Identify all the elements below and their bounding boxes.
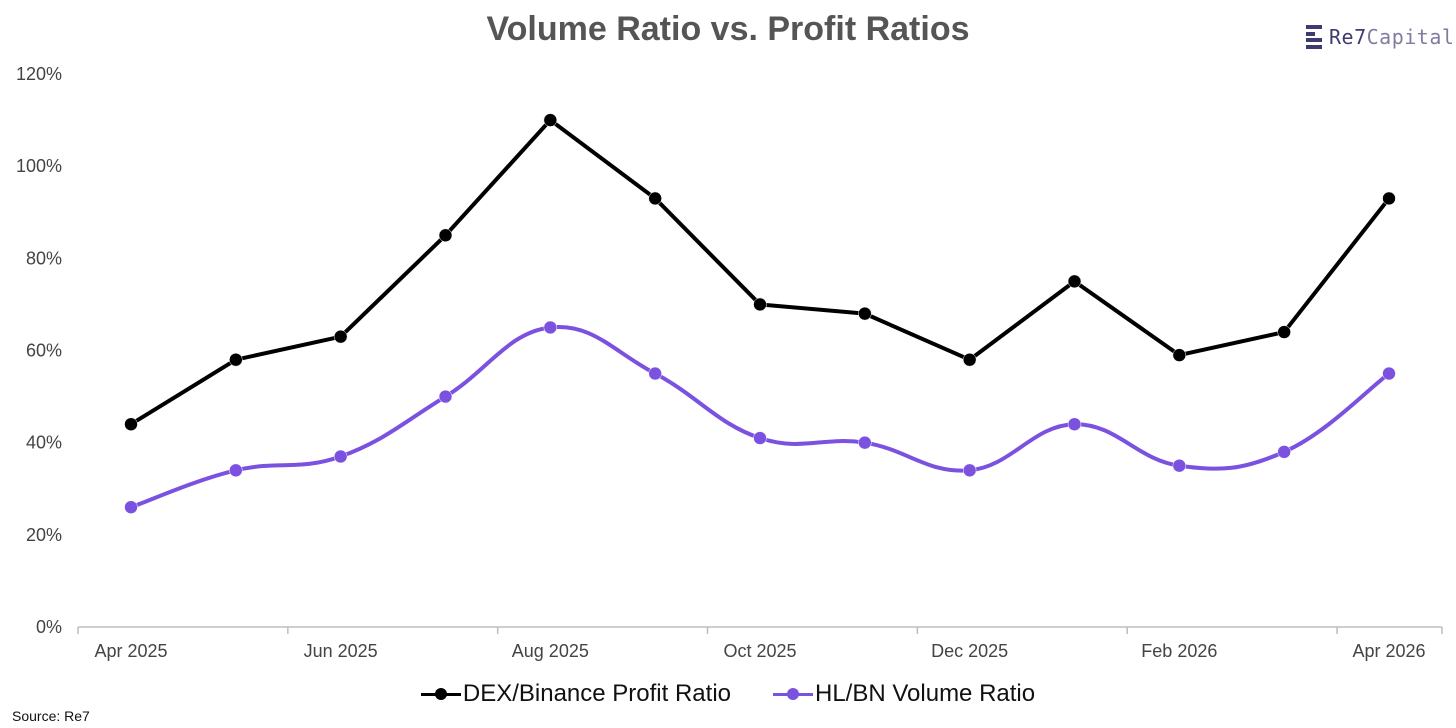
series-0-point-6 — [753, 297, 767, 312]
y-tick-label: 60% — [26, 341, 62, 361]
y-tick-label: 40% — [26, 433, 62, 453]
y-tick-label: 100% — [16, 156, 62, 176]
x-tick-label: Apr 2025 — [94, 641, 167, 661]
legend-label-volume: HL/BN Volume Ratio — [815, 680, 1036, 707]
y-tick-label: 120% — [16, 64, 62, 84]
series-0-point-12 — [1382, 191, 1396, 206]
series-0-point-8 — [962, 352, 977, 367]
series-0-point-3 — [438, 228, 453, 243]
legend-label-profit: DEX/Binance Profit Ratio — [462, 680, 731, 707]
x-tick-label: Oct 2025 — [723, 641, 796, 661]
series-1-point-4 — [543, 320, 558, 335]
legend-swatch-volume — [773, 687, 813, 701]
x-tick-label: Dec 2025 — [931, 641, 1008, 661]
series-1-point-3 — [438, 389, 453, 404]
x-tick-label: Feb 2026 — [1141, 641, 1217, 661]
legend-item-volume: HL/BN Volume Ratio — [773, 680, 1035, 708]
x-tick-label: Apr 2026 — [1352, 641, 1425, 661]
x-tick-label: Jun 2025 — [304, 641, 378, 661]
series-0-point-5 — [648, 191, 662, 206]
series-0-point-4 — [543, 113, 558, 127]
series-1-point-6 — [753, 431, 767, 445]
series-1-point-1 — [229, 463, 243, 478]
series-line-0 — [129, 118, 1391, 426]
chart-legend: DEX/Binance Profit Ratio HL/BN Volume Ra… — [0, 680, 1456, 708]
series-1-point-0 — [124, 500, 138, 514]
series-1-point-10 — [1172, 458, 1187, 473]
series-1-point-7 — [858, 435, 872, 450]
logo-brand: Re7 — [1329, 25, 1367, 49]
series-0-point-1 — [229, 352, 243, 367]
logo-suffix: Capital — [1366, 25, 1455, 49]
y-tick-label: 0% — [36, 617, 62, 637]
series-0-point-9 — [1067, 274, 1082, 289]
series-1-point-9 — [1067, 417, 1082, 431]
series-0-point-2 — [333, 329, 348, 344]
series-line-1 — [130, 324, 1391, 510]
series-1-point-11 — [1277, 445, 1291, 459]
re7-capital-logo: Re7Capital — [1306, 24, 1454, 50]
series-0-point-10 — [1172, 348, 1187, 362]
x-tick-label: Aug 2025 — [512, 641, 589, 661]
series-1-point-8 — [962, 463, 977, 478]
source-note: Source: Re7 — [12, 708, 90, 724]
series-1-point-2 — [333, 449, 348, 464]
legend-swatch-profit — [420, 687, 461, 701]
re7-logo-icon — [1306, 25, 1322, 49]
series-0-point-7 — [858, 306, 872, 321]
series-1-point-5 — [648, 366, 662, 381]
logo-text: Re7Capital — [1329, 25, 1454, 49]
chart-title: Volume Ratio vs. Profit Ratios — [486, 10, 970, 48]
series-0-point-11 — [1277, 325, 1291, 339]
series-1-point-12 — [1382, 366, 1396, 381]
series-0-point-0 — [124, 417, 138, 431]
legend-item-profit: DEX/Binance Profit Ratio — [420, 680, 731, 708]
y-tick-label: 20% — [26, 525, 62, 545]
y-tick-label: 80% — [26, 248, 62, 268]
